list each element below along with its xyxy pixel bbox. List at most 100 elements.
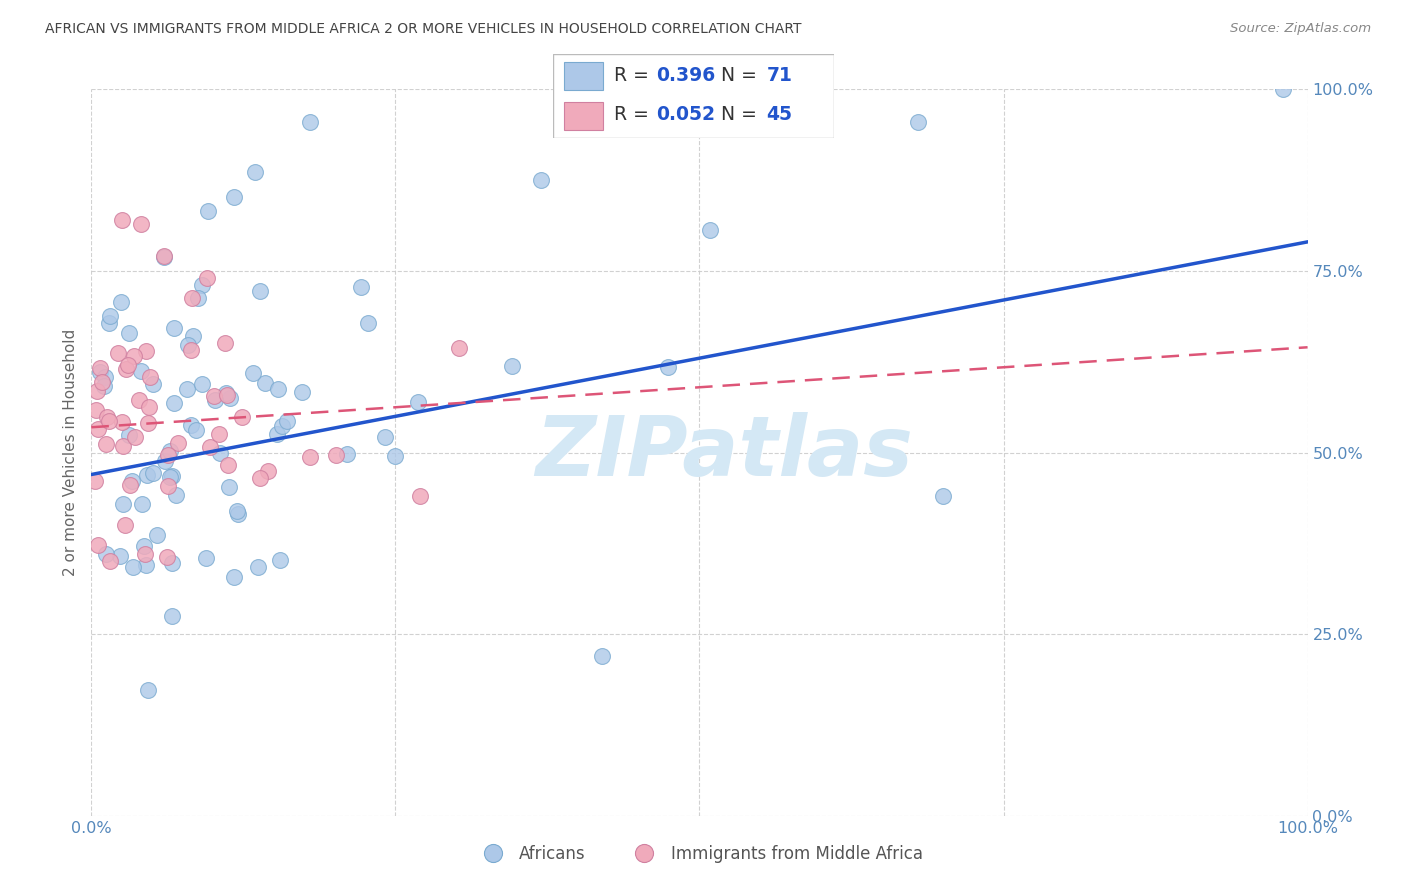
Point	[122, 349, 145, 363]
Point	[111, 213, 134, 227]
Point	[224, 570, 246, 584]
Point	[155, 454, 177, 468]
Point	[159, 470, 181, 484]
Point	[350, 280, 373, 294]
Point	[266, 427, 288, 442]
Point	[110, 295, 132, 310]
Point	[162, 609, 184, 624]
Point	[530, 173, 553, 187]
Point	[153, 250, 176, 264]
Legend: Africans, Immigrants from Middle Africa: Africans, Immigrants from Middle Africa	[470, 838, 929, 870]
Point	[138, 400, 160, 414]
Point	[931, 489, 953, 503]
Point	[218, 480, 240, 494]
Point	[299, 450, 322, 464]
Point	[146, 527, 169, 541]
Text: ZIPatlas: ZIPatlas	[534, 412, 912, 493]
Point	[136, 682, 159, 697]
Point	[159, 444, 181, 458]
Point	[217, 458, 239, 472]
Point	[271, 419, 294, 434]
Point	[94, 370, 117, 384]
Point	[215, 387, 238, 401]
Text: N =: N =	[721, 105, 763, 125]
Point	[336, 447, 359, 461]
Point	[181, 291, 204, 305]
Point	[214, 336, 236, 351]
Point	[1272, 82, 1295, 96]
Point	[276, 414, 298, 428]
Point	[184, 423, 207, 437]
Point	[176, 382, 198, 396]
Point	[134, 547, 156, 561]
Point	[98, 414, 121, 428]
Text: 0.396: 0.396	[657, 67, 716, 86]
Point	[153, 249, 176, 263]
Point	[180, 343, 202, 358]
Point	[135, 558, 157, 573]
Point	[118, 326, 141, 340]
Point	[122, 560, 145, 574]
Point	[124, 429, 146, 443]
Point	[591, 649, 613, 664]
Point	[181, 328, 204, 343]
Point	[98, 316, 121, 330]
Point	[129, 364, 152, 378]
Point	[157, 479, 180, 493]
Point	[96, 409, 118, 424]
Point	[157, 448, 180, 462]
Point	[207, 426, 229, 441]
Point	[226, 507, 249, 521]
Text: 71: 71	[766, 67, 792, 86]
Point	[89, 365, 111, 379]
Point	[166, 436, 188, 450]
Point	[135, 344, 157, 359]
Point	[384, 449, 406, 463]
Point	[117, 359, 139, 373]
Point	[163, 321, 186, 335]
FancyBboxPatch shape	[564, 102, 603, 130]
Point	[94, 547, 117, 561]
Point	[657, 359, 679, 374]
Point	[87, 538, 110, 552]
Point	[699, 223, 721, 237]
Point	[187, 291, 209, 305]
Point	[129, 217, 152, 231]
Point	[111, 415, 134, 429]
Point	[156, 549, 179, 564]
Point	[247, 560, 270, 574]
Point	[209, 446, 232, 460]
Text: 45: 45	[766, 105, 792, 125]
Point	[108, 549, 131, 563]
Point	[160, 469, 183, 483]
Text: Source: ZipAtlas.com: Source: ZipAtlas.com	[1230, 22, 1371, 36]
Point	[114, 518, 136, 533]
Point	[191, 277, 214, 292]
Point	[907, 115, 929, 129]
Point	[215, 386, 238, 401]
Point	[180, 418, 202, 433]
Point	[98, 554, 121, 568]
Point	[406, 394, 429, 409]
Point	[231, 410, 253, 425]
Point	[134, 539, 156, 553]
Text: 0.052: 0.052	[657, 105, 716, 125]
Point	[299, 115, 322, 129]
Point	[254, 376, 277, 390]
Point	[94, 437, 117, 451]
Point	[409, 489, 432, 503]
Point	[128, 392, 150, 407]
Point	[118, 428, 141, 442]
Point	[86, 403, 108, 417]
Point	[374, 429, 396, 443]
Point	[165, 488, 187, 502]
FancyBboxPatch shape	[564, 62, 603, 90]
Point	[118, 478, 141, 492]
Point	[447, 341, 470, 355]
Point	[325, 448, 347, 462]
Point	[111, 497, 134, 511]
Point	[86, 384, 108, 399]
Point	[84, 474, 107, 488]
Point	[195, 550, 218, 565]
Point	[225, 504, 247, 518]
